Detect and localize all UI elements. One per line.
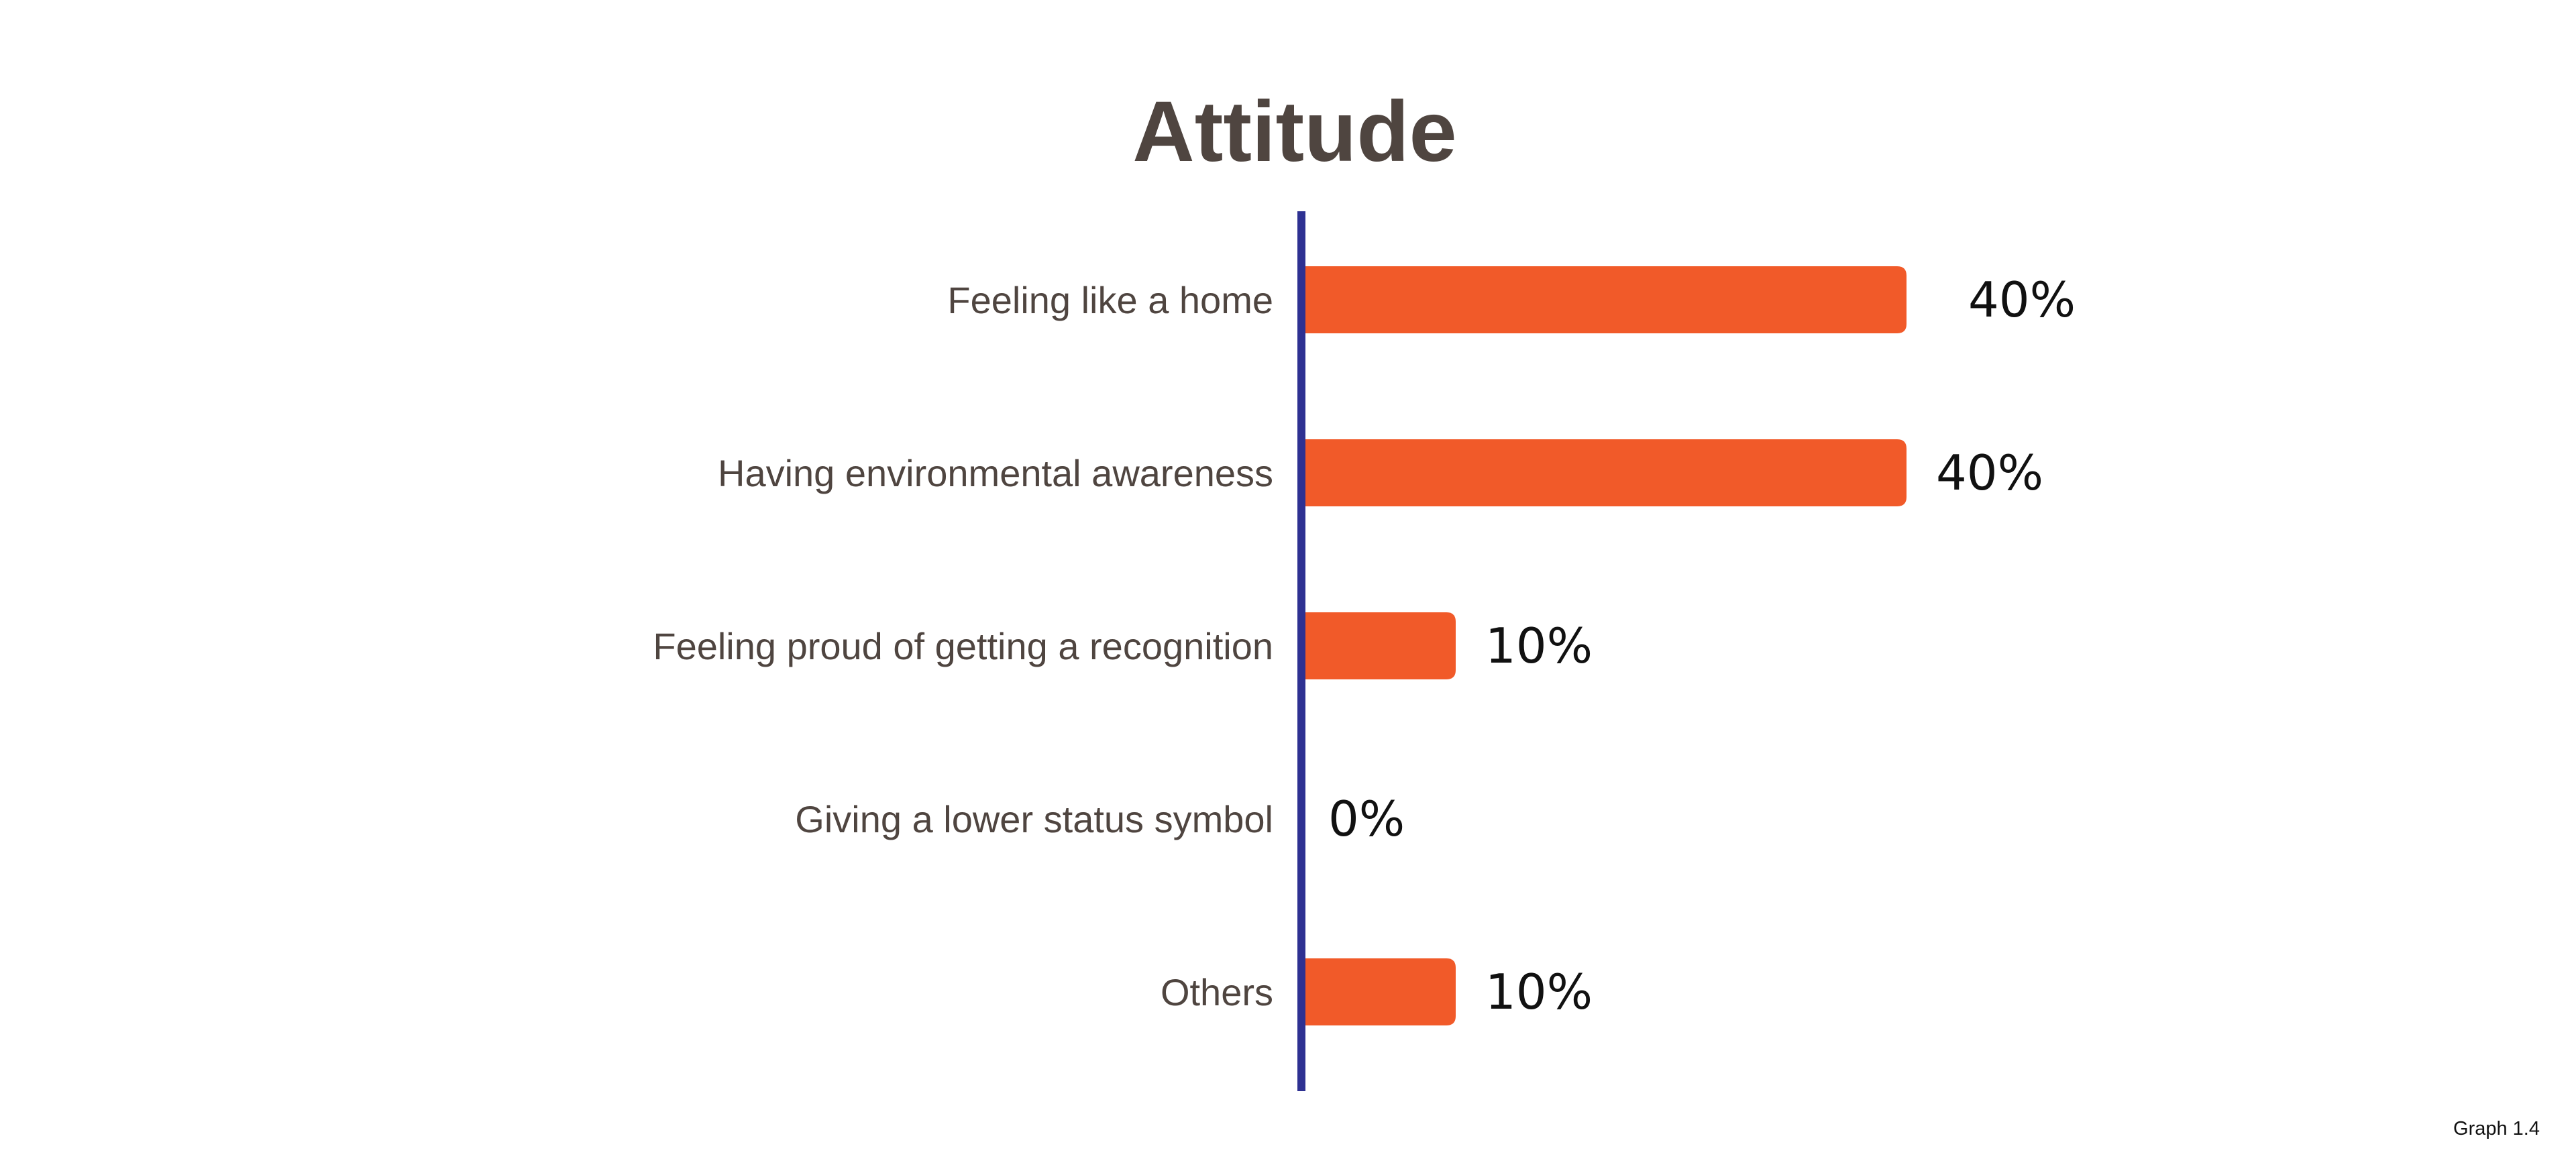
category-labels-group: Feeling like a home Having environmental … [653, 279, 1273, 1013]
value-label-others: 10% [1485, 964, 1593, 1020]
value-labels-group: 40% 40% 10% 0% 10% [1328, 272, 2076, 1020]
category-label-having-environmental-awareness: Having environmental awareness [718, 452, 1273, 494]
category-label-feeling-proud-of-getting-a-recognition: Feeling proud of getting a recognition [653, 625, 1273, 667]
value-label-having-environmental-awareness: 40% [1936, 445, 2043, 501]
bar-feeling-like-a-home [1304, 266, 1907, 333]
bar-others [1304, 958, 1456, 1025]
value-label-giving-a-lower-status-symbol: 0% [1328, 791, 1405, 847]
bars-group [1304, 266, 1907, 1025]
value-label-feeling-proud-of-getting-a-recognition: 10% [1485, 618, 1593, 674]
value-label-feeling-like-a-home: 40% [1968, 272, 2076, 328]
category-label-giving-a-lower-status-symbol: Giving a lower status symbol [795, 798, 1273, 840]
chart-title: Attitude [1132, 84, 1456, 180]
graph-number-note: Graph 1.4 [2453, 1118, 2540, 1139]
category-label-others: Others [1161, 971, 1273, 1013]
bar-having-environmental-awareness [1304, 439, 1907, 506]
y-axis-line [1297, 211, 1305, 1091]
category-label-feeling-like-a-home: Feeling like a home [947, 279, 1273, 321]
bar-feeling-proud-of-getting-a-recognition [1304, 612, 1456, 679]
